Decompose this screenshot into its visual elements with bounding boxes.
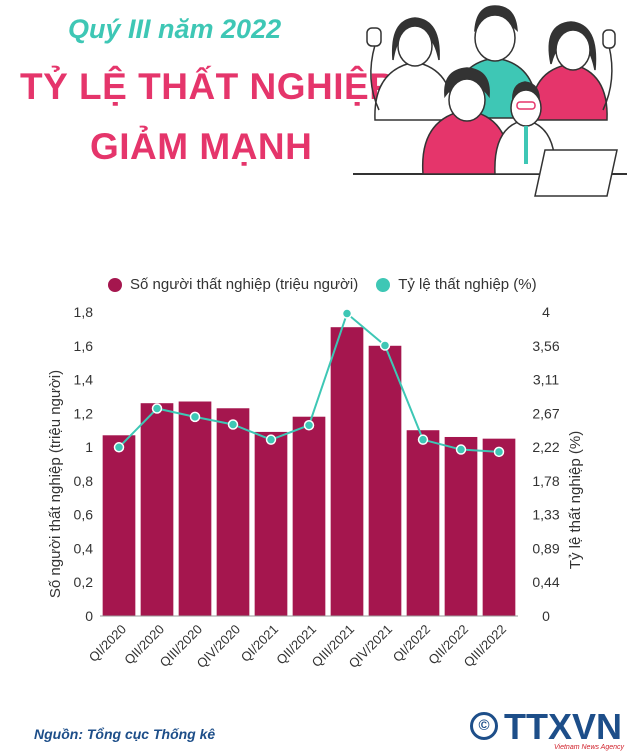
combo-chart: 0 0,2 0,4 0,6 0,8 1 1,2 1,4 1,6 1,8 0 0,44 0,89 1,33 1… bbox=[47, 304, 584, 671]
bar-qi-2022 bbox=[406, 430, 440, 616]
y-tick-label-left: 0,2 bbox=[74, 574, 94, 590]
y-tick-label-right: 2,22 bbox=[532, 439, 559, 455]
bar-qiii-2021 bbox=[330, 327, 364, 616]
legend-item-unemployment-rate: Tỷ lệ thất nghiệp (%) bbox=[376, 276, 537, 293]
y-tick-label-left: 1 bbox=[85, 439, 93, 455]
legend-label-unemployment-rate: Tỷ lệ thất nghiệp (%) bbox=[398, 276, 537, 293]
rate-point-qii-2020 bbox=[151, 403, 163, 414]
agency-name: TTXVN bbox=[504, 706, 623, 747]
bar-qii-2020 bbox=[140, 403, 174, 616]
rate-point-qiii-2021 bbox=[341, 308, 353, 319]
y-tick-label-left: 0 bbox=[85, 608, 93, 624]
legend-label-unemployed-people: Số người thất nghiệp (triệu người) bbox=[130, 276, 359, 293]
y-tick-label-left: 1,4 bbox=[74, 372, 94, 388]
bar-qi-2020 bbox=[102, 435, 136, 616]
y-tick-label-right: 0,89 bbox=[532, 540, 559, 556]
y-tick-label-left: 0,8 bbox=[74, 473, 94, 489]
y-tick-label-left: 1,6 bbox=[74, 338, 94, 354]
x-tick-label: QIII/2022 bbox=[461, 622, 509, 670]
agency-logo: © TTXVN Vietnam News Agency bbox=[470, 706, 630, 752]
legend-bar-swatch-icon bbox=[108, 277, 122, 292]
y-tick-label-right: 1,33 bbox=[532, 507, 559, 523]
y-tick-label-left: 0,4 bbox=[74, 540, 94, 556]
page-title-line2: GIẢM MẠNH bbox=[90, 126, 313, 167]
copyright-icon: © bbox=[470, 712, 498, 740]
y-axis-title-right: Tỷ lệ thất nghiệp (%) bbox=[567, 431, 584, 569]
bar-qiii-2022 bbox=[482, 438, 516, 616]
y-axis-title-left: Số người thất nghiệp (triệu người) bbox=[47, 370, 64, 598]
y-tick-label-right: 1,78 bbox=[532, 473, 559, 489]
bar-qiv-2020 bbox=[216, 408, 250, 616]
y-tick-label-left: 1,8 bbox=[74, 304, 94, 320]
rate-point-qi-2021 bbox=[265, 434, 277, 445]
bar-qii-2021 bbox=[292, 416, 326, 616]
y-tick-label-left: 0,6 bbox=[74, 507, 94, 523]
rate-point-qi-2020 bbox=[113, 442, 125, 453]
y-tick-label-right: 2,67 bbox=[532, 405, 559, 421]
rate-point-qii-2021 bbox=[303, 419, 315, 431]
source-note: Nguồn: Tổng cục Thống kê bbox=[34, 726, 216, 742]
legend-line-swatch-icon bbox=[376, 277, 391, 292]
rate-point-qii-2022 bbox=[455, 444, 467, 455]
y-tick-label-right: 0 bbox=[542, 608, 550, 624]
rate-point-qi-2022 bbox=[417, 434, 429, 445]
y-tick-label-right: 3,11 bbox=[533, 372, 559, 388]
bar-qi-2021 bbox=[254, 431, 288, 616]
chart-legend: Số người thất nghiệp (triệu người) Tỷ lệ… bbox=[108, 276, 555, 293]
bar-qiii-2020 bbox=[178, 401, 212, 616]
rate-point-qiii-2020 bbox=[189, 411, 201, 423]
agency-subtitle: Vietnam News Agency bbox=[554, 744, 625, 751]
y-tick-label-right: 0,44 bbox=[532, 574, 559, 590]
rate-point-qiv-2020 bbox=[227, 419, 239, 430]
rate-point-qiv-2021 bbox=[379, 340, 391, 351]
legend-item-unemployed-people: Số người thất nghiệp (triệu người) bbox=[108, 276, 358, 293]
y-tick-label-right: 4 bbox=[542, 304, 550, 320]
y-tick-label-right: 3,56 bbox=[532, 338, 559, 354]
y-tick-label-left: 1,2 bbox=[74, 405, 94, 421]
people-illustration bbox=[353, 5, 627, 197]
page-title: TỶ LỆ THẤT NGHIỆP bbox=[20, 66, 395, 107]
bar-qiv-2021 bbox=[368, 345, 402, 616]
subtitle: Quý III năm 2022 bbox=[68, 14, 282, 44]
bar-qii-2022 bbox=[444, 436, 478, 616]
rate-point-qiii-2022 bbox=[493, 446, 505, 458]
